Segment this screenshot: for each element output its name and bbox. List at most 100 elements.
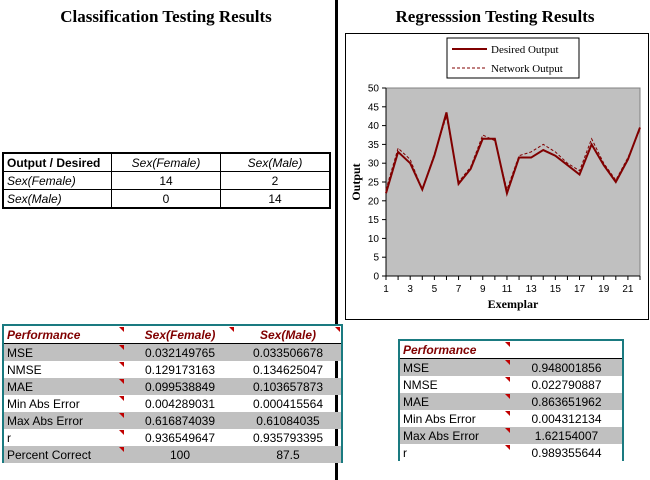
performance-row: Max Abs Error 0.616874039 0.61084035	[3, 412, 342, 429]
x-tick-label: 7	[456, 284, 462, 295]
metric-value: 87.5	[235, 446, 342, 463]
performance-row: Percent Correct 100 87.5	[3, 446, 342, 463]
x-tick-label: 3	[407, 284, 413, 295]
x-axis-ticks: 1 3 5 7 9 11 13 15 17 19 21	[383, 275, 641, 295]
metric-label: Percent Correct	[3, 446, 125, 463]
confusion-cell: 14	[220, 189, 331, 209]
metric-value: 100	[125, 446, 235, 463]
performance-row: Min Abs Error 0.004312134	[399, 410, 623, 427]
metric-label: Min Abs Error	[3, 395, 125, 412]
metric-label: Max Abs Error	[399, 427, 511, 444]
metric-value: 0.103657873	[235, 378, 342, 395]
metric-label: NMSE	[3, 361, 125, 378]
metric-label: r	[399, 444, 511, 461]
y-tick-label: 30	[368, 159, 380, 170]
metric-value: 1.62154007	[511, 427, 623, 444]
y-axis-label: Output	[349, 163, 363, 200]
y-tick-label: 50	[368, 84, 380, 95]
legend-label-desired: Desired Output	[491, 44, 559, 56]
confusion-row-label: Sex(Male)	[2, 189, 112, 209]
regression-performance-table: Performance MSE 0.948001856 NMSE 0.02279…	[398, 339, 624, 461]
x-tick-label: 17	[574, 284, 586, 295]
confusion-matrix-table: Output / Desired Sex(Female) Sex(Male) S…	[2, 152, 331, 209]
y-tick-label: 35	[368, 140, 380, 151]
confusion-header-female: Sex(Female)	[111, 152, 221, 172]
x-tick-label: 11	[502, 284, 513, 295]
performance-header-label: Performance	[399, 340, 511, 359]
y-tick-label: 15	[368, 215, 380, 226]
y-tick-label: 10	[368, 234, 380, 245]
metric-value: 0.134625047	[252, 362, 324, 377]
performance-row: MSE 0.948001856	[399, 358, 623, 376]
metric-label: r	[3, 429, 125, 446]
confusion-row-label: Sex(Female)	[2, 171, 112, 190]
regression-chart: 0 5 10 15 20 25 30 35 40 45 50 1 3 5 7 9 11 13 15 17 19 21 E…	[345, 33, 649, 320]
y-tick-label: 45	[368, 102, 380, 113]
confusion-row: Sex(Female) 14 2	[2, 171, 331, 190]
confusion-header-male: Sex(Male)	[220, 152, 331, 172]
confusion-header-corner: Output / Desired	[2, 152, 112, 172]
metric-label: MSE	[3, 343, 125, 361]
metric-value: 0.032149765	[125, 343, 235, 361]
performance-header-label: Performance	[3, 325, 125, 344]
confusion-cell: 0	[111, 189, 221, 209]
metric-value: 0.004289031	[144, 396, 216, 411]
metric-value: 0.61084035	[235, 412, 342, 429]
chart-legend: Desired Output Network Output	[446, 37, 580, 79]
performance-row: MAE 0.099538849 0.103657873	[3, 378, 342, 395]
performance-row: NMSE 0.022790887	[399, 376, 623, 393]
y-tick-label: 25	[368, 178, 380, 189]
x-tick-label: 13	[526, 284, 538, 295]
performance-header-row: Performance	[399, 340, 623, 359]
x-tick-label: 21	[622, 284, 634, 295]
y-tick-label: 0	[373, 272, 379, 283]
metric-value: 0.936549647	[144, 430, 216, 445]
x-tick-label: 15	[550, 284, 562, 295]
regression-title: Regresssion Testing Results	[395, 7, 595, 26]
metric-value: 0.000415564	[252, 396, 324, 411]
confusion-cell: 2	[220, 171, 331, 190]
metric-value: 0.022790887	[531, 377, 602, 392]
performance-header-blank	[511, 340, 623, 359]
performance-row: MSE 0.032149765 0.033506678	[3, 343, 342, 361]
metric-label: MSE	[399, 358, 511, 376]
x-tick-label: 5	[432, 284, 438, 295]
series-line-network	[385, 116, 641, 192]
x-tick-label: 19	[598, 284, 610, 295]
metric-label: Max Abs Error	[3, 412, 125, 429]
metric-label: NMSE	[399, 376, 511, 393]
confusion-cell: 14	[111, 171, 221, 190]
plot-area	[385, 87, 641, 277]
performance-row: r 0.936549647 0.935793395	[3, 429, 342, 446]
performance-header-row: Performance Sex(Female) Sex(Male)	[3, 325, 342, 344]
performance-row: r 0.989355644	[399, 444, 623, 461]
performance-header-female: Sex(Female)	[125, 325, 235, 344]
metric-value: 0.129173163	[144, 362, 216, 377]
vertical-divider	[335, 0, 338, 480]
metric-value: 0.616874039	[125, 412, 235, 429]
performance-row: Max Abs Error 1.62154007	[399, 427, 623, 444]
classification-performance-table: Performance Sex(Female) Sex(Male) MSE 0.…	[2, 324, 343, 463]
performance-row: Min Abs Error 0.004289031 0.000415564	[3, 395, 342, 412]
metric-label: Min Abs Error	[399, 410, 511, 427]
metric-value: 0.989355644	[531, 445, 602, 460]
x-tick-label: 1	[383, 284, 389, 295]
legend-label-network: Network Output	[491, 63, 563, 75]
metric-value: 0.935793395	[252, 430, 324, 445]
legend-box	[446, 37, 580, 79]
y-axis-ticks: 0 5 10 15 20 25 30 35 40 45 50	[368, 84, 387, 283]
y-tick-label: 5	[373, 253, 379, 264]
classification-title: Classification Testing Results	[60, 7, 272, 26]
performance-header-male: Sex(Male)	[235, 325, 342, 344]
confusion-header-row: Output / Desired Sex(Female) Sex(Male)	[2, 152, 331, 172]
metric-value: 0.033506678	[235, 343, 342, 361]
x-axis-label: Exemplar	[488, 297, 539, 311]
metric-value: 0.004312134	[531, 411, 602, 426]
series-lines	[385, 112, 641, 197]
x-tick-label: 9	[480, 284, 486, 295]
performance-row: MAE 0.863651962	[399, 393, 623, 410]
metric-value: 0.863651962	[511, 393, 623, 410]
metric-label: MAE	[3, 378, 125, 395]
metric-value: 0.948001856	[511, 358, 623, 376]
